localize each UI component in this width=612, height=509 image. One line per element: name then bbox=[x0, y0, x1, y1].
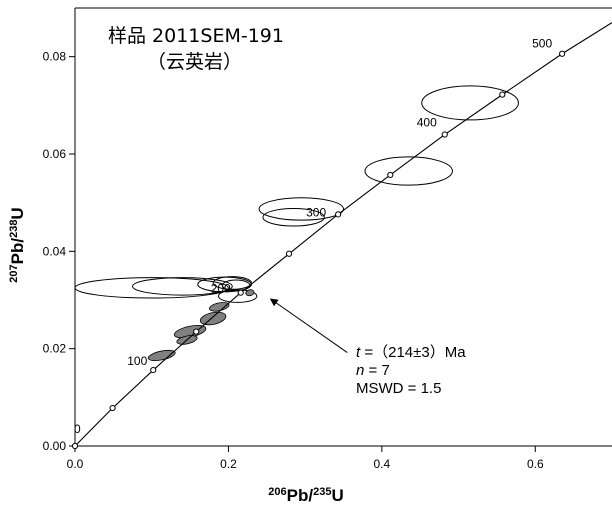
filled-error-ellipses bbox=[147, 289, 255, 362]
concordia-age-label: 100 bbox=[127, 354, 147, 368]
concordia-age-marker bbox=[387, 171, 394, 179]
x-tick-label: 0.2 bbox=[220, 457, 237, 471]
concordia-age-marker bbox=[499, 91, 506, 98]
concordia-age-labels: 0 100 200 300 400 500 bbox=[74, 37, 552, 436]
result-annotation: t =（214±3）Ma n = 7 MSWD = 1.5 bbox=[269, 298, 466, 397]
filled-error-ellipse bbox=[199, 311, 227, 326]
filled-error-ellipse bbox=[245, 289, 255, 297]
error-ellipse bbox=[364, 156, 453, 186]
y-tick-label: 0.00 bbox=[43, 439, 67, 453]
annotation-arrow bbox=[269, 298, 348, 353]
concordia-age-marker bbox=[109, 404, 116, 412]
concordia-age-marker bbox=[559, 50, 566, 57]
concordia-age-marker bbox=[285, 250, 293, 257]
annotation-age: t =（214±3）Ma bbox=[356, 344, 466, 361]
concordia-age-label: 500 bbox=[532, 37, 552, 51]
annotation-n: n = 7 bbox=[356, 362, 390, 379]
annotation-mswd: MSWD = 1.5 bbox=[356, 380, 441, 397]
y-tick-label: 0.08 bbox=[43, 50, 67, 64]
filled-error-ellipse bbox=[147, 349, 176, 362]
concordia-age-marker bbox=[335, 211, 342, 218]
plot-frame bbox=[74, 7, 612, 447]
concordia-age-label: 200 bbox=[211, 282, 231, 296]
error-ellipse bbox=[262, 208, 325, 227]
y-tick-label: 0.06 bbox=[43, 147, 67, 161]
y-axis-title: 207Pb/238U bbox=[8, 207, 27, 282]
x-tick-label: 0.6 bbox=[527, 457, 544, 471]
error-ellipse bbox=[212, 276, 252, 290]
error-ellipse bbox=[421, 85, 519, 121]
chart-subtitle: （云英岩） bbox=[147, 51, 242, 73]
concordia-age-label: 0 bbox=[74, 422, 81, 436]
chart-title: 样品 2011SEM-191 bbox=[108, 25, 284, 47]
concordia-age-label: 400 bbox=[417, 116, 437, 130]
concordia-age-marker bbox=[150, 366, 157, 374]
error-ellipse bbox=[74, 277, 229, 299]
error-ellipse bbox=[258, 197, 344, 221]
x-axis-title: 206Pb/235U bbox=[268, 486, 343, 505]
concordia-age-marker bbox=[193, 328, 200, 335]
error-ellipse bbox=[217, 289, 258, 303]
error-ellipse bbox=[132, 277, 233, 296]
y-tick-label: 0.04 bbox=[43, 244, 67, 258]
y-ticks: 0.00 0.02 0.04 0.06 0.08 bbox=[43, 50, 75, 453]
x-tick-label: 0.0 bbox=[67, 457, 84, 471]
x-tick-label: 0.4 bbox=[374, 457, 391, 471]
concordia-age-marker bbox=[71, 442, 79, 450]
y-tick-label: 0.02 bbox=[43, 342, 67, 356]
concordia-age-marker bbox=[441, 131, 448, 138]
x-ticks: 0.0 0.2 0.4 0.6 bbox=[67, 446, 544, 471]
concordia-curve bbox=[74, 22, 612, 447]
concordia-age-label: 300 bbox=[306, 205, 326, 219]
concordia-age-markers bbox=[71, 50, 566, 450]
open-error-ellipses bbox=[74, 85, 519, 303]
concordia-age-marker bbox=[237, 289, 244, 296]
